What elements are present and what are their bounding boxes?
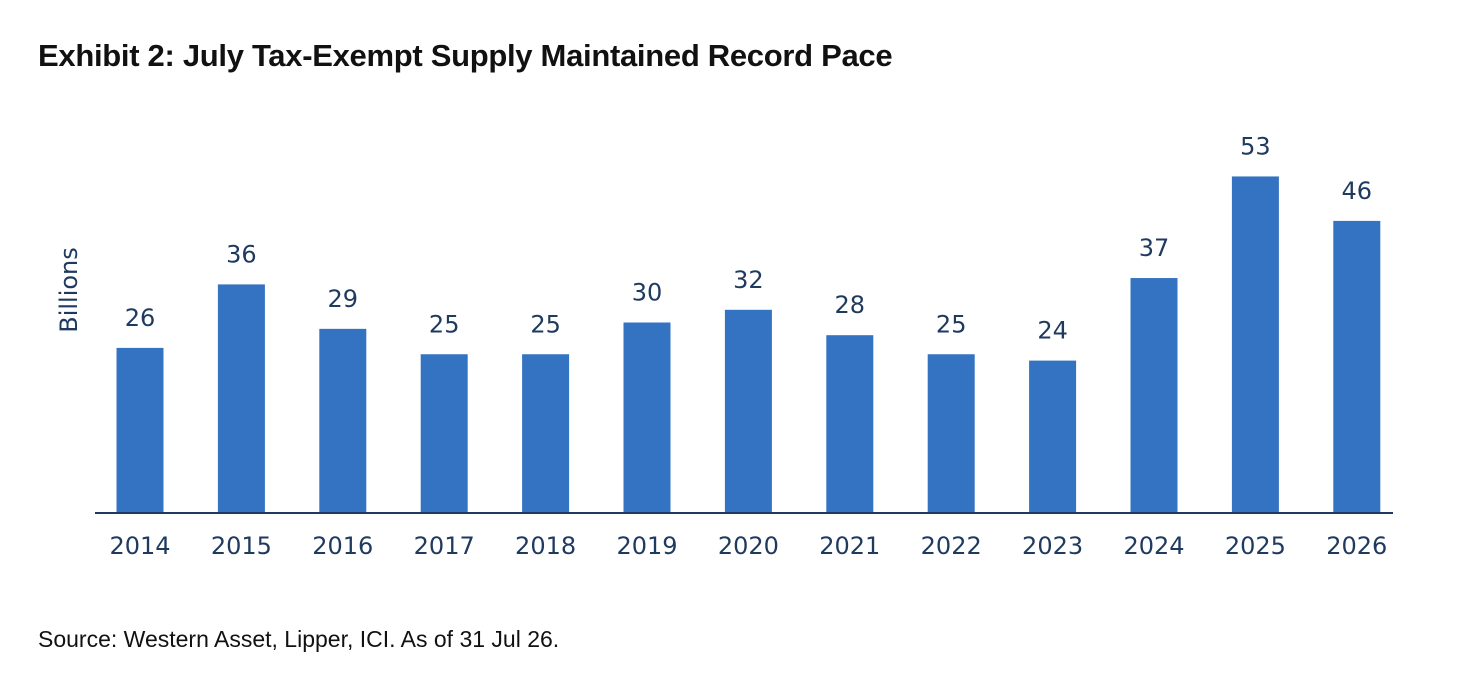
value-label-2026: 46	[1342, 177, 1373, 205]
x-tick-label-2022: 2022	[921, 532, 982, 560]
x-tick-label-2017: 2017	[414, 532, 475, 560]
x-tick-label-2023: 2023	[1022, 532, 1083, 560]
x-tick-label-2020: 2020	[718, 532, 779, 560]
x-tick-label-2019: 2019	[616, 532, 677, 560]
bar-2022	[927, 354, 975, 513]
bar-2016	[319, 328, 367, 513]
x-tick-label-2024: 2024	[1123, 532, 1184, 560]
value-label-2020: 32	[733, 266, 764, 294]
x-tick-label-2014: 2014	[109, 532, 170, 560]
bar-2019	[623, 322, 671, 513]
value-label-2017: 25	[429, 310, 460, 338]
x-tick-labels-group: 2014 2015 2016 2017 2018 2019 2020 2021 2022 2023…	[109, 532, 1387, 560]
value-label-2023: 24	[1037, 317, 1068, 345]
value-label-2021: 28	[835, 291, 866, 319]
x-tick-label-2021: 2021	[819, 532, 880, 560]
x-tick-label-2016: 2016	[312, 532, 373, 560]
value-label-2024: 37	[1139, 234, 1170, 262]
bar-2025	[1231, 176, 1279, 513]
bar-2017	[420, 354, 468, 513]
x-tick-label-2018: 2018	[515, 532, 576, 560]
bars-group	[116, 176, 1381, 513]
bar-2023	[1029, 360, 1077, 513]
value-label-2018: 25	[530, 310, 561, 338]
bar-2014	[116, 347, 164, 513]
x-tick-label-2025: 2025	[1225, 532, 1286, 560]
value-label-2025: 53	[1240, 132, 1271, 160]
bar-2015	[217, 284, 265, 513]
bar-2020	[724, 309, 772, 513]
bar-2018	[522, 354, 570, 513]
bar-2021	[826, 335, 874, 513]
x-tick-label-2026: 2026	[1326, 532, 1387, 560]
x-tick-label-2015: 2015	[211, 532, 272, 560]
value-labels-group: 26 36 29 25 25 30 32 28 25 24 37 53 46	[125, 132, 1372, 344]
bar-2026	[1333, 220, 1381, 513]
bar-2024	[1130, 278, 1178, 513]
value-label-2014: 26	[125, 304, 156, 332]
y-axis-label: Billions	[55, 247, 83, 333]
source-note: Source: Western Asset, Lipper, ICI. As o…	[38, 626, 560, 652]
value-label-2022: 25	[936, 310, 967, 338]
chart-title: Exhibit 2: July Tax-Exempt Supply Mainta…	[38, 38, 893, 73]
value-label-2019: 30	[632, 279, 663, 307]
value-label-2015: 36	[226, 240, 257, 268]
value-label-2016: 29	[328, 285, 359, 313]
